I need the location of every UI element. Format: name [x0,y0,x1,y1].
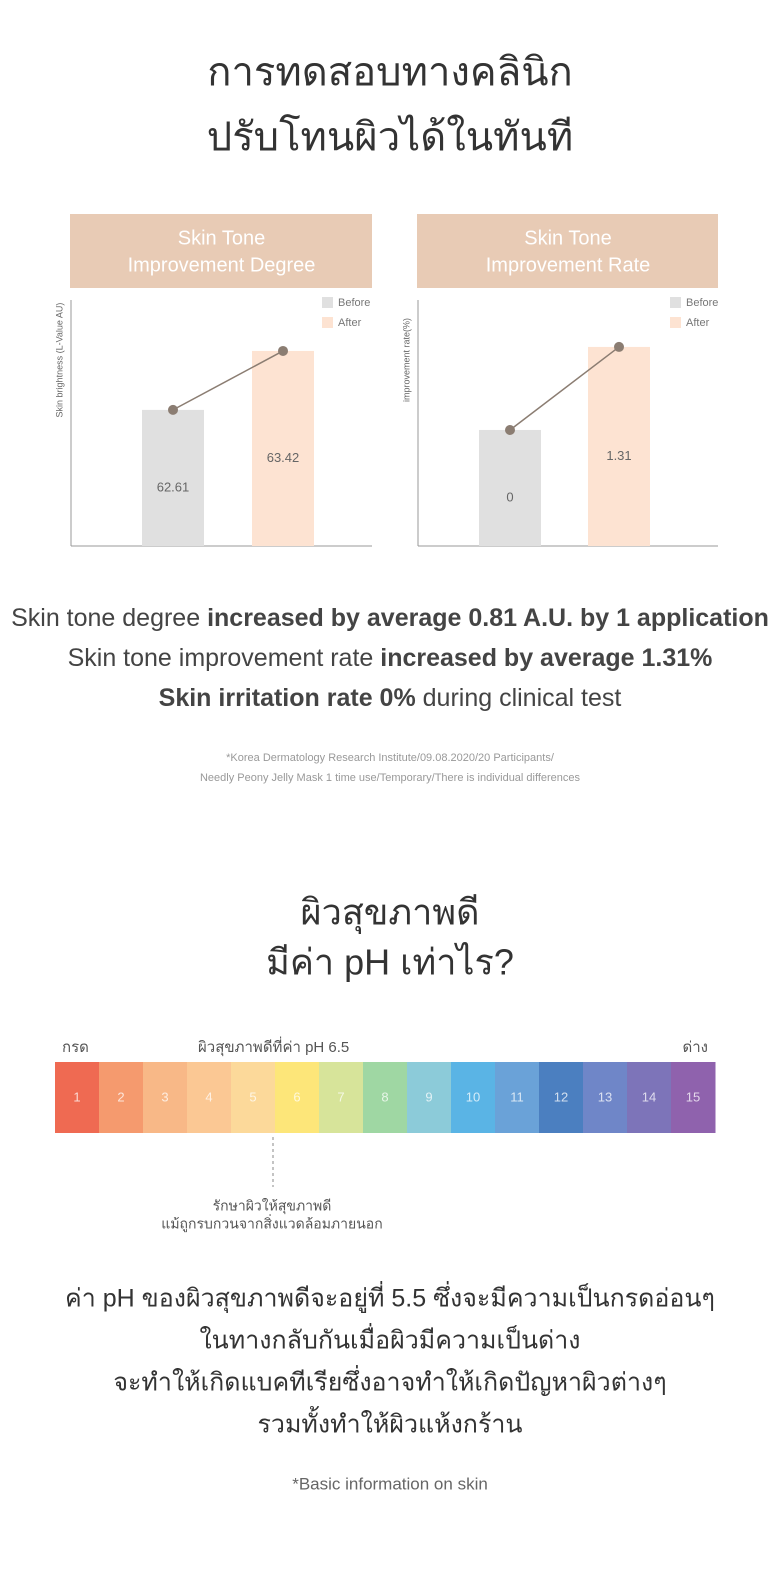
paragraph-line: รวมทั้งทำให้ผิวแห้งกร้าน [257,1406,522,1439]
legend-swatch [322,317,333,328]
legend-label: Before [338,297,370,309]
chart-title: Improvement Rate [486,254,651,276]
trend-point [505,424,515,435]
ph-cell-label: 1 [73,1089,80,1104]
ph-left-label: กรด [62,1039,89,1056]
ph-cell [275,1062,320,1133]
title: ผิวสุขภาพดี [301,892,480,935]
ph-cell [671,1062,716,1133]
summary-line: Skin irritation rate 0% during clinical … [159,684,622,712]
ph-cell [583,1062,628,1133]
ph-cell [627,1062,672,1133]
ph-cell-label: 6 [293,1089,300,1104]
ph-healthy-label: ผิวสุขภาพดีที่ค่า pH 6.5 [198,1036,349,1057]
ph-cell-label: 12 [554,1089,568,1104]
bar-value-label: 1.31 [606,448,631,463]
ph-cell-label: 15 [686,1089,700,1104]
ph-cell [187,1062,232,1133]
paragraph-line: ค่า pH ของผิวสุขภาพดีจะอยู่ที่ 5.5 ซึ่งจ… [65,1281,715,1314]
ph-cell [451,1062,496,1133]
paragraph-line: จะทำให้เกิดแบคทีเรียซึ่งอาจทำให้เกิดปัญห… [113,1365,666,1397]
ph-cell-label: 2 [117,1089,124,1104]
trend-line [509,346,620,431]
bar-value-label: 0 [506,489,513,504]
ph-cell [143,1062,188,1133]
footnote: *Korea Dermatology Research Institute/09… [226,752,555,764]
ph-cell [407,1062,452,1133]
ph-cell-label: 9 [425,1089,432,1104]
ph-cell [99,1062,144,1133]
legend-swatch [670,297,681,308]
ph-cell-label: 3 [161,1089,168,1104]
bar [252,350,314,546]
bar-value-label: 63.42 [267,450,300,465]
summary-segment: Skin irritation rate 0% [159,684,416,712]
legend-swatch [322,297,333,308]
bar [142,409,204,546]
chart-title: Improvement Degree [128,254,316,276]
ph-cell [495,1062,540,1133]
ph-cell-label: 4 [205,1089,212,1104]
summary-segment: Skin tone degree [11,604,207,632]
trend-point [278,345,288,356]
ph-cell [55,1062,100,1133]
trend-point [168,404,178,415]
summary-line: Skin tone degree increased by average 0.… [11,604,769,632]
bar-value-label: 62.61 [157,479,190,494]
summary-segment: during clinical test [416,684,622,712]
ph-cell-label: 11 [510,1089,524,1104]
source-note: *Basic information on skin [292,1474,488,1493]
summary-segment: increased by average 0.81 A.U. by 1 appl… [207,604,769,632]
bar [588,346,650,546]
ph-cell [231,1062,276,1133]
trend-point [614,341,624,352]
ph-cell-label: 5 [249,1089,256,1104]
chart-title: Skin Tone [178,227,265,249]
ph-cell-label: 13 [598,1089,612,1104]
footnote: Needly Peony Jelly Mask 1 time use/Tempo… [200,772,581,784]
summary-segment: Skin tone improvement rate [68,644,381,672]
legend-swatch [670,317,681,328]
y-axis-label: Skin brightness (L-Value AU) [54,303,64,418]
bar [479,429,541,546]
chart-title: Skin Tone [524,227,611,249]
title: มีค่า pH เท่าไร? [266,942,514,983]
ph-cell-label: 8 [381,1089,388,1104]
summary-segment: increased by average 1.31% [380,644,712,672]
ph-cell-label: 10 [466,1089,480,1104]
ph-cell [539,1062,584,1133]
ph-cell-label: 14 [642,1089,656,1104]
ph-cell [363,1062,408,1133]
chart-header [70,214,372,288]
ph-cell-label: 7 [337,1089,344,1104]
paragraph-line: ในทางกลับกันเมื่อผิวมีความเป็นด่าง [199,1323,580,1355]
chart-header [417,214,718,288]
ph-right-label: ด่าง [683,1039,709,1056]
title: การทดสอบทางคลินิก [207,51,573,95]
legend-label: After [338,317,362,329]
y-axis-label: improvement rate(%) [401,318,411,402]
title: ปรับโทนผิวได้ในทันที [207,114,573,160]
legend-label: After [686,317,710,329]
trend-line [172,350,284,411]
ph-marker-label: แม้ถูกรบกวนจากสิ่งแวดล้อมภายนอก [161,1215,382,1233]
legend-label: Before [686,297,718,309]
summary-line: Skin tone improvement rate increased by … [68,644,713,672]
ph-cell [319,1062,364,1133]
ph-marker-label: รักษาผิวให้สุขภาพดี [213,1198,332,1215]
